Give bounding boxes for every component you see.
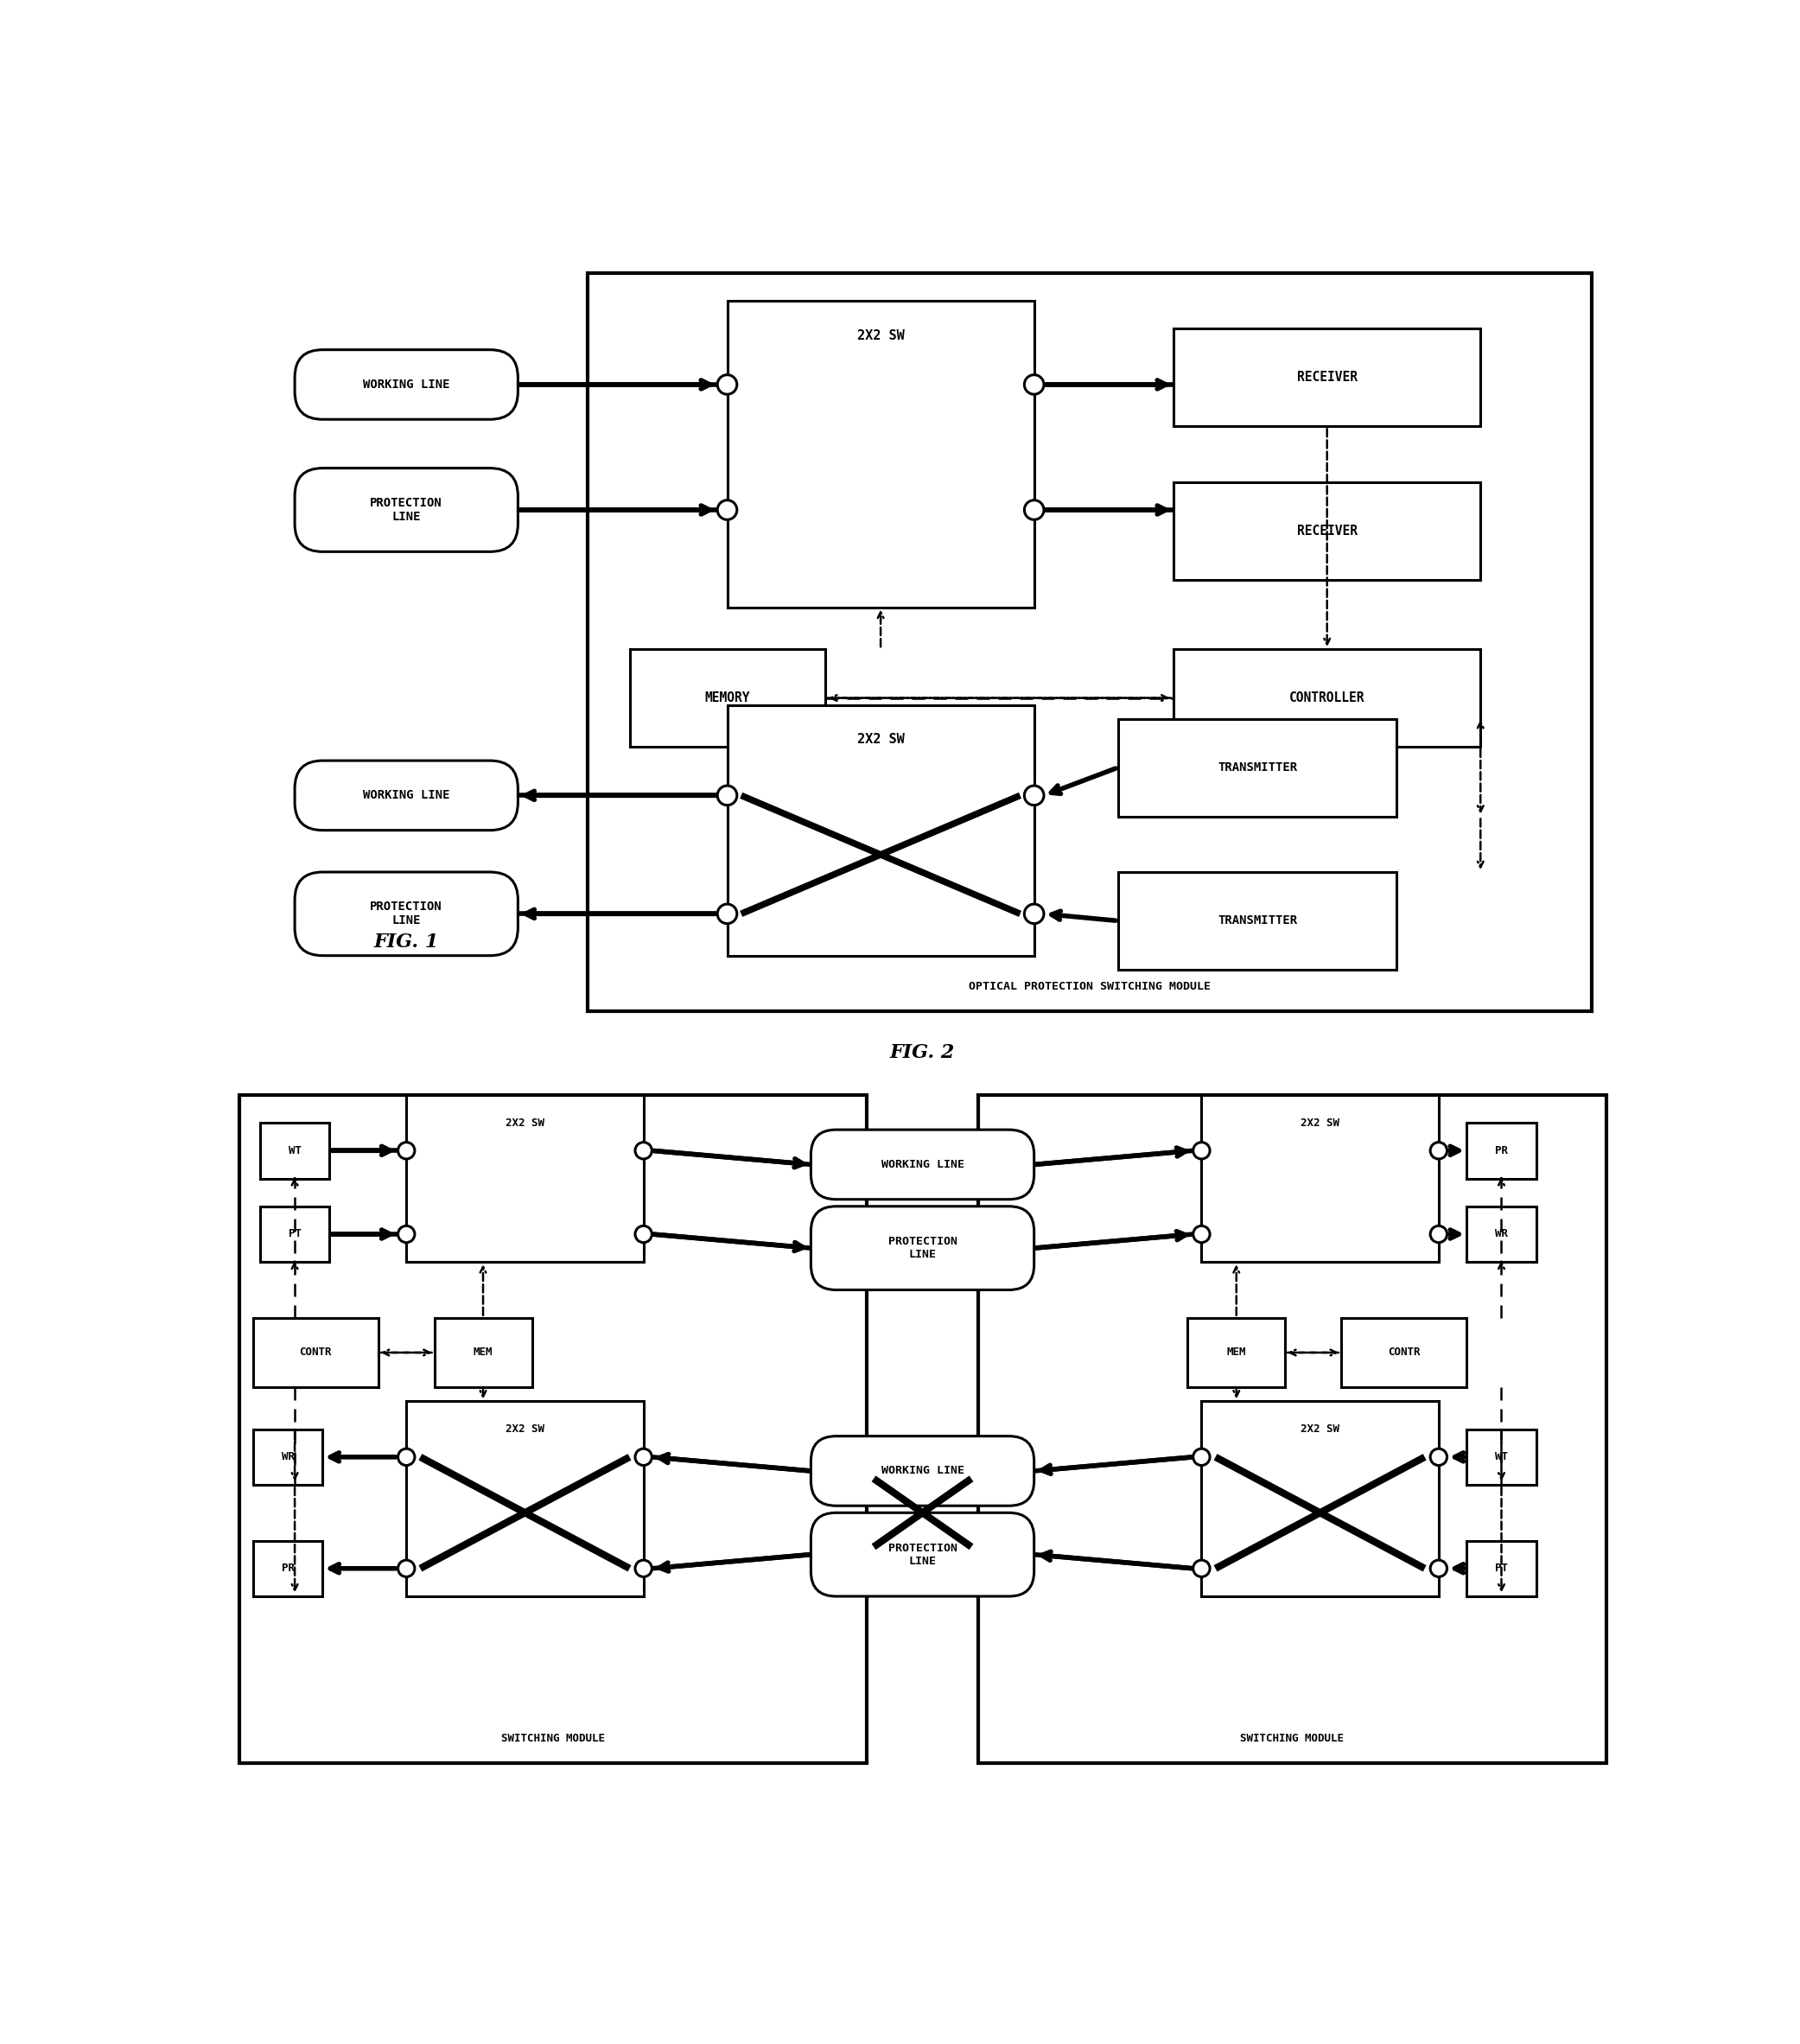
Text: 2X2 SW: 2X2 SW [857, 734, 904, 746]
Bar [407, 1096, 644, 1261]
Text: FIG. 2: FIG. 2 [889, 1044, 956, 1063]
Text: WT: WT [1496, 1451, 1508, 1464]
Circle shape [635, 1226, 652, 1243]
Bar [252, 1429, 322, 1484]
Text: PROTECTION
LINE: PROTECTION LINE [887, 1543, 958, 1566]
Text: PROTECTION
LINE: PROTECTION LINE [371, 497, 443, 523]
Circle shape [718, 903, 736, 924]
Text: CONTR: CONTR [1388, 1347, 1420, 1357]
Bar [252, 1541, 322, 1596]
Circle shape [1024, 785, 1044, 805]
Bar [979, 1096, 1606, 1764]
Text: SWITCHING MODULE: SWITCHING MODULE [1240, 1733, 1345, 1744]
Circle shape [635, 1143, 652, 1159]
Text: WORKING LINE: WORKING LINE [364, 789, 450, 801]
Circle shape [1024, 501, 1044, 519]
Text: CONTR: CONTR [299, 1347, 331, 1357]
FancyBboxPatch shape [295, 760, 518, 830]
Bar [1174, 650, 1481, 746]
Circle shape [1193, 1143, 1210, 1159]
Circle shape [635, 1560, 652, 1576]
FancyBboxPatch shape [810, 1513, 1033, 1596]
Bar [1341, 1318, 1467, 1388]
Bar [1188, 1318, 1285, 1388]
Circle shape [1431, 1143, 1447, 1159]
Bar [434, 1318, 533, 1388]
Text: WR: WR [281, 1451, 293, 1464]
Text: 2X2 SW: 2X2 SW [857, 329, 904, 341]
Circle shape [1431, 1560, 1447, 1576]
Text: RECEIVER: RECEIVER [1296, 525, 1357, 538]
Bar [1202, 1096, 1438, 1261]
Circle shape [1431, 1449, 1447, 1466]
Circle shape [398, 1143, 414, 1159]
Text: RECEIVER: RECEIVER [1296, 372, 1357, 384]
Bar [1174, 329, 1481, 427]
Bar [1174, 482, 1481, 580]
Circle shape [1193, 1226, 1210, 1243]
Text: 2X2 SW: 2X2 SW [506, 1118, 544, 1128]
Circle shape [1193, 1449, 1210, 1466]
Circle shape [635, 1449, 652, 1466]
Text: WORKING LINE: WORKING LINE [880, 1466, 965, 1476]
Text: 2X2 SW: 2X2 SW [1301, 1118, 1339, 1128]
Bar [1467, 1541, 1535, 1596]
Text: MEMORY: MEMORY [704, 691, 751, 705]
Circle shape [398, 1560, 414, 1576]
Text: OPTICAL PROTECTION SWITCHING MODULE: OPTICAL PROTECTION SWITCHING MODULE [968, 981, 1211, 991]
Text: 2X2 SW: 2X2 SW [1301, 1423, 1339, 1435]
Text: PT: PT [288, 1228, 301, 1241]
Text: FIG. 1: FIG. 1 [374, 932, 439, 950]
Text: MEM: MEM [473, 1347, 493, 1357]
Bar [587, 274, 1593, 1012]
Circle shape [1024, 903, 1044, 924]
Circle shape [718, 785, 736, 805]
Circle shape [718, 501, 736, 519]
Bar [1202, 1402, 1438, 1596]
Bar [1467, 1429, 1535, 1484]
Bar [1118, 873, 1397, 969]
Circle shape [1024, 374, 1044, 394]
Text: PR: PR [1496, 1145, 1508, 1157]
Text: PROTECTION
LINE: PROTECTION LINE [887, 1237, 958, 1261]
Text: TRANSMITTER: TRANSMITTER [1217, 916, 1298, 926]
FancyBboxPatch shape [810, 1206, 1033, 1290]
Bar [252, 1318, 378, 1388]
FancyBboxPatch shape [295, 873, 518, 957]
Text: CONTROLLER: CONTROLLER [1289, 691, 1364, 705]
FancyBboxPatch shape [295, 468, 518, 552]
Bar [1467, 1122, 1535, 1179]
Text: PR: PR [281, 1564, 293, 1574]
Text: MEM: MEM [1226, 1347, 1246, 1357]
Bar [1467, 1206, 1535, 1261]
Bar [1118, 719, 1397, 816]
FancyBboxPatch shape [810, 1130, 1033, 1200]
FancyBboxPatch shape [295, 350, 518, 419]
Text: WT: WT [288, 1145, 301, 1157]
Text: 2X2 SW: 2X2 SW [506, 1423, 544, 1435]
Bar [407, 1402, 644, 1596]
Circle shape [1193, 1560, 1210, 1576]
Text: PROTECTION
LINE: PROTECTION LINE [371, 901, 443, 926]
Circle shape [398, 1226, 414, 1243]
Bar [727, 300, 1033, 607]
Bar [630, 650, 824, 746]
Bar [259, 1206, 329, 1261]
Circle shape [398, 1449, 414, 1466]
Bar [259, 1122, 329, 1179]
Bar [239, 1096, 868, 1764]
Bar [727, 705, 1033, 957]
Text: WR: WR [1496, 1228, 1508, 1241]
Circle shape [1431, 1226, 1447, 1243]
Text: TRANSMITTER: TRANSMITTER [1217, 762, 1298, 773]
Text: SWITCHING MODULE: SWITCHING MODULE [500, 1733, 605, 1744]
Text: PT: PT [1496, 1564, 1508, 1574]
Text: WORKING LINE: WORKING LINE [364, 378, 450, 390]
Text: WORKING LINE: WORKING LINE [880, 1159, 965, 1169]
FancyBboxPatch shape [810, 1437, 1033, 1506]
Circle shape [718, 374, 736, 394]
